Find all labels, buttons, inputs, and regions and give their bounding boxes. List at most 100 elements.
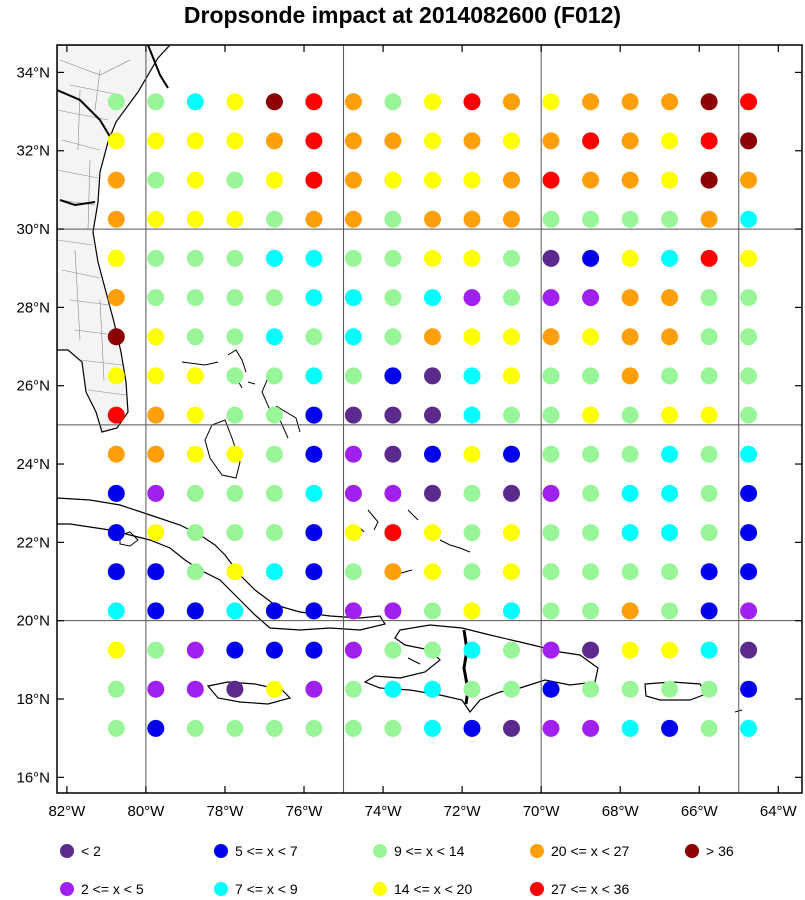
lon-label-4: 74°W [365,803,403,820]
impact-dot-r8-c10 [503,406,520,424]
impact-dot-r3-c11 [542,210,560,228]
legend-label-4: > 36 [706,843,734,859]
impact-dot-r6-c0 [107,328,125,346]
hispaniola [363,624,599,714]
impact-dot-r12-c13 [621,563,639,581]
impact-dot-r6-c6 [344,328,362,346]
impact-dot-r1-c13 [621,132,639,150]
impact-dot-r14-c0 [107,641,125,659]
lat-label-6: 28°N [16,299,50,316]
legend-swatch-2 [373,844,387,858]
impact-dots [107,93,758,737]
impact-dot-r9-c0 [107,445,125,463]
legend-swatch-6 [214,882,228,896]
impact-dot-r0-c13 [621,93,639,111]
impact-dot-r15-c4 [265,680,283,698]
lat-label-1: 18°N [16,691,50,708]
impact-dot-r16-c5 [305,719,323,737]
impact-dot-r15-c14 [661,680,679,698]
impact-dot-r12-c10 [503,563,520,581]
impact-dot-r8-c7 [384,406,402,424]
impact-dot-r4-c8 [424,249,441,267]
impact-dot-r13-c9 [463,602,481,620]
impact-dot-r7-c1 [147,367,165,385]
impact-dot-r6-c14 [661,328,679,346]
legend-swatch-7 [373,882,387,896]
impact-dot-r12-c8 [424,563,441,581]
impact-dot-r6-c5 [305,328,323,346]
impact-dot-r16-c14 [661,719,679,737]
impact-dot-r0-c6 [344,93,362,111]
impact-dot-r11-c8 [424,524,441,542]
impact-dot-r14-c8 [424,641,441,659]
impact-dot-r12-c11 [542,563,560,581]
lon-label-6: 70°W [523,803,561,820]
impact-dot-r12-c6 [344,563,362,581]
impact-dot-r8-c3 [226,406,244,424]
impact-dot-r1-c1 [147,132,165,150]
axis-ticks [57,45,802,793]
impact-dot-r1-c16 [740,132,758,150]
impact-dot-r9-c5 [305,445,323,463]
impact-dot-r5-c16 [740,289,758,307]
impact-dot-r9-c2 [186,445,204,463]
legend-label-8: 27 <= x < 36 [551,881,629,897]
impact-dot-r4-c13 [621,249,639,267]
legend-swatch-1 [214,844,228,858]
impact-dot-r0-c9 [463,93,481,111]
impact-dot-r12-c15 [700,563,718,581]
impact-dot-r8-c13 [621,406,639,424]
impact-dot-r5-c5 [305,289,323,307]
impact-dot-r13-c12 [582,602,600,620]
impact-dot-r0-c14 [661,93,679,111]
cuba [57,497,386,631]
impact-dot-r11-c5 [305,524,323,542]
impact-dot-r5-c11 [542,289,560,307]
impact-dot-r1-c12 [582,132,600,150]
impact-dot-r14-c10 [503,641,520,659]
impact-dot-r4-c3 [226,249,244,267]
impact-dot-r16-c4 [265,719,283,737]
impact-dot-r0-c2 [186,93,204,111]
impact-dot-r6-c11 [542,328,560,346]
impact-dot-r3-c3 [226,210,244,228]
impact-dot-r6-c3 [226,328,244,346]
lat-label-5: 26°N [16,378,50,395]
impact-dot-r1-c4 [265,132,283,150]
impact-dot-r9-c13 [621,445,639,463]
impact-dot-r13-c16 [740,602,758,620]
legend-swatch-4 [685,844,699,858]
impact-dot-r1-c5 [305,132,323,150]
state-borders [57,45,169,207]
impact-dot-r12-c3 [226,563,244,581]
impact-dot-r1-c14 [661,132,679,150]
impact-dot-r14-c13 [621,641,639,659]
impact-dot-r2-c15 [700,171,718,189]
impact-dot-r14-c11 [542,641,560,659]
impact-dot-r10-c16 [740,484,758,502]
impact-dot-r15-c5 [305,680,323,698]
impact-dot-r13-c3 [226,602,244,620]
impact-dot-r0-c0 [107,93,125,111]
impact-dot-r11-c11 [542,524,560,542]
impact-dot-r0-c1 [147,93,165,111]
impact-dot-r4-c6 [344,249,362,267]
impact-dot-r5-c9 [463,289,481,307]
impact-dot-r2-c0 [107,171,125,189]
impact-dot-r12-c5 [305,563,323,581]
lat-label-8: 32°N [16,143,50,160]
impact-dot-r3-c13 [621,210,639,228]
impact-dot-r10-c10 [503,484,520,502]
impact-dot-r8-c9 [463,406,481,424]
impact-dot-r6-c15 [700,328,718,346]
impact-dot-r7-c11 [542,367,560,385]
impact-dot-r16-c12 [582,719,600,737]
impact-dot-r8-c8 [424,406,441,424]
impact-dot-r7-c13 [621,367,639,385]
impact-dot-r11-c10 [503,524,520,542]
impact-dot-r2-c2 [186,171,204,189]
impact-dot-r2-c8 [424,171,441,189]
impact-dot-r11-c4 [265,524,283,542]
impact-dot-r16-c10 [503,719,520,737]
